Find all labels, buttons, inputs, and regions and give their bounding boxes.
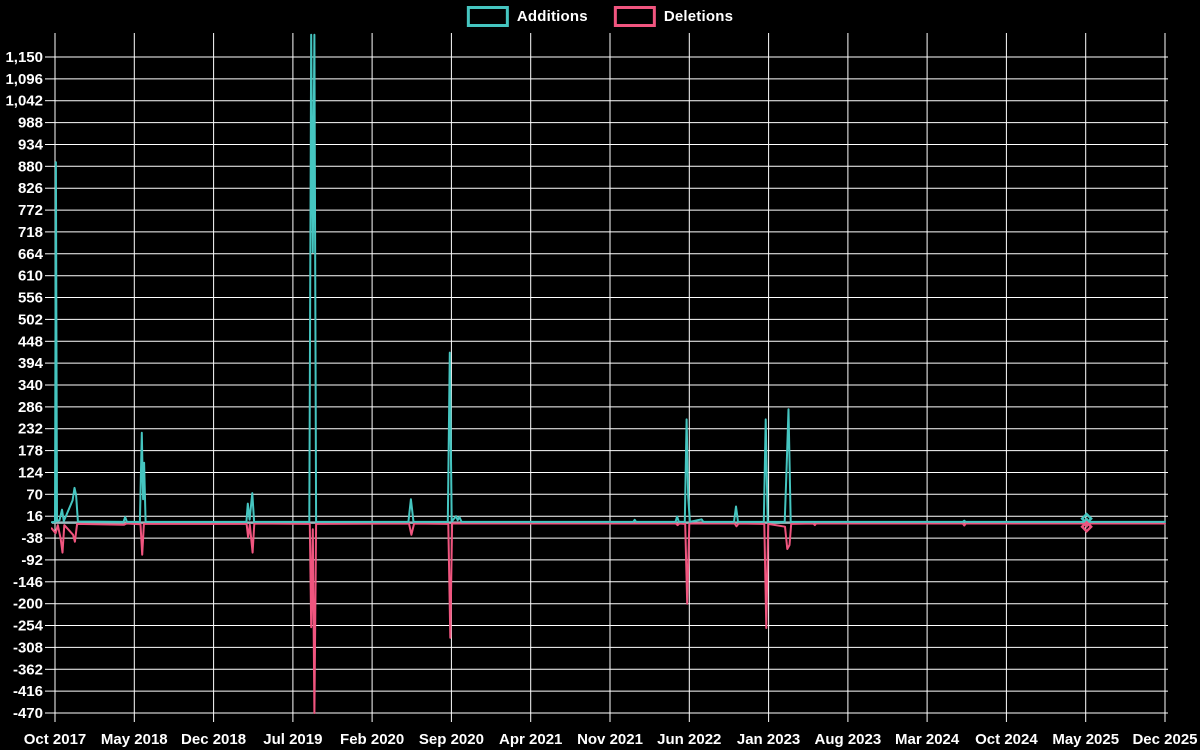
chart-legend: Additions Deletions (466, 6, 734, 27)
y-axis-label: 988 (18, 115, 43, 132)
y-axis-label: 178 (18, 443, 43, 460)
x-axis-label: Aug 2023 (815, 731, 882, 748)
x-axis-label: Mar 2024 (895, 731, 960, 748)
x-axis-label: Jun 2022 (657, 731, 721, 748)
x-axis-label: Nov 2021 (577, 731, 643, 748)
y-axis-label: 1,096 (5, 71, 43, 88)
y-axis-label: -470 (13, 705, 43, 722)
legend-label-additions: Additions (516, 8, 588, 25)
y-axis-label: 718 (18, 224, 43, 241)
additions-swatch-icon (466, 6, 509, 27)
x-axis-label: Oct 2024 (975, 731, 1038, 748)
y-axis-label: 448 (18, 333, 43, 350)
y-axis-label: -200 (13, 596, 43, 613)
x-axis-labels: Oct 2017 May 2018 Dec 2018 Jul 2019 Feb 2020… (24, 731, 1198, 748)
y-axis-label: 610 (18, 268, 43, 285)
x-axis-label: Feb 2020 (340, 731, 404, 748)
legend-item-additions[interactable]: Additions (466, 6, 588, 27)
y-axis-label: 556 (18, 290, 43, 307)
y-axis-label: -146 (13, 574, 43, 591)
x-axis-label: Oct 2017 (24, 731, 87, 748)
y-axis-label: 394 (18, 355, 44, 372)
y-axis-label: -308 (13, 639, 43, 656)
y-axis-label: 70 (26, 486, 43, 503)
x-axis-label: Dec 2018 (181, 731, 246, 748)
deletions-line[interactable] (51, 522, 1166, 714)
y-axis-label: 1,042 (5, 93, 43, 110)
y-axis-label: 826 (18, 180, 43, 197)
y-axis-label: 286 (18, 399, 43, 416)
y-axis-label: -92 (21, 552, 43, 569)
y-axis-label: -416 (13, 683, 43, 700)
legend-item-deletions[interactable]: Deletions (613, 6, 734, 27)
y-axis-label: 124 (18, 464, 44, 481)
y-axis-labels: 1,150 1,096 1,042 988 934 880 826 772 718 664 610 5… (5, 49, 43, 722)
y-axis-label: 340 (18, 377, 43, 394)
series-layer (51, 33, 1166, 714)
deletions-point-marker[interactable] (1080, 520, 1093, 533)
gridlines (45, 33, 1168, 722)
y-axis-label: 934 (18, 136, 44, 153)
deletions-swatch-icon (613, 6, 656, 27)
x-axis-label: Sep 2020 (419, 731, 484, 748)
y-axis-label: -362 (13, 661, 43, 678)
additions-line[interactable] (51, 33, 1166, 524)
y-axis-label: -254 (13, 618, 44, 635)
y-axis-label: 772 (18, 202, 43, 219)
x-axis-label: Dec 2025 (1132, 731, 1197, 748)
y-axis-label: 664 (18, 246, 44, 263)
x-axis-label: Jul 2019 (263, 731, 322, 748)
y-axis-label: 1,150 (5, 49, 43, 66)
x-axis-label: Jan 2023 (737, 731, 800, 748)
x-axis-label: Apr 2021 (499, 731, 562, 748)
y-axis-label: 880 (18, 158, 43, 175)
legend-label-deletions: Deletions (663, 8, 734, 25)
y-axis-label: -38 (21, 530, 43, 547)
y-axis-label: 232 (18, 421, 43, 438)
y-axis-label: 16 (26, 508, 43, 525)
x-axis-label: May 2025 (1052, 731, 1119, 748)
y-axis-label: 502 (18, 311, 43, 328)
x-axis-label: May 2018 (101, 731, 168, 748)
